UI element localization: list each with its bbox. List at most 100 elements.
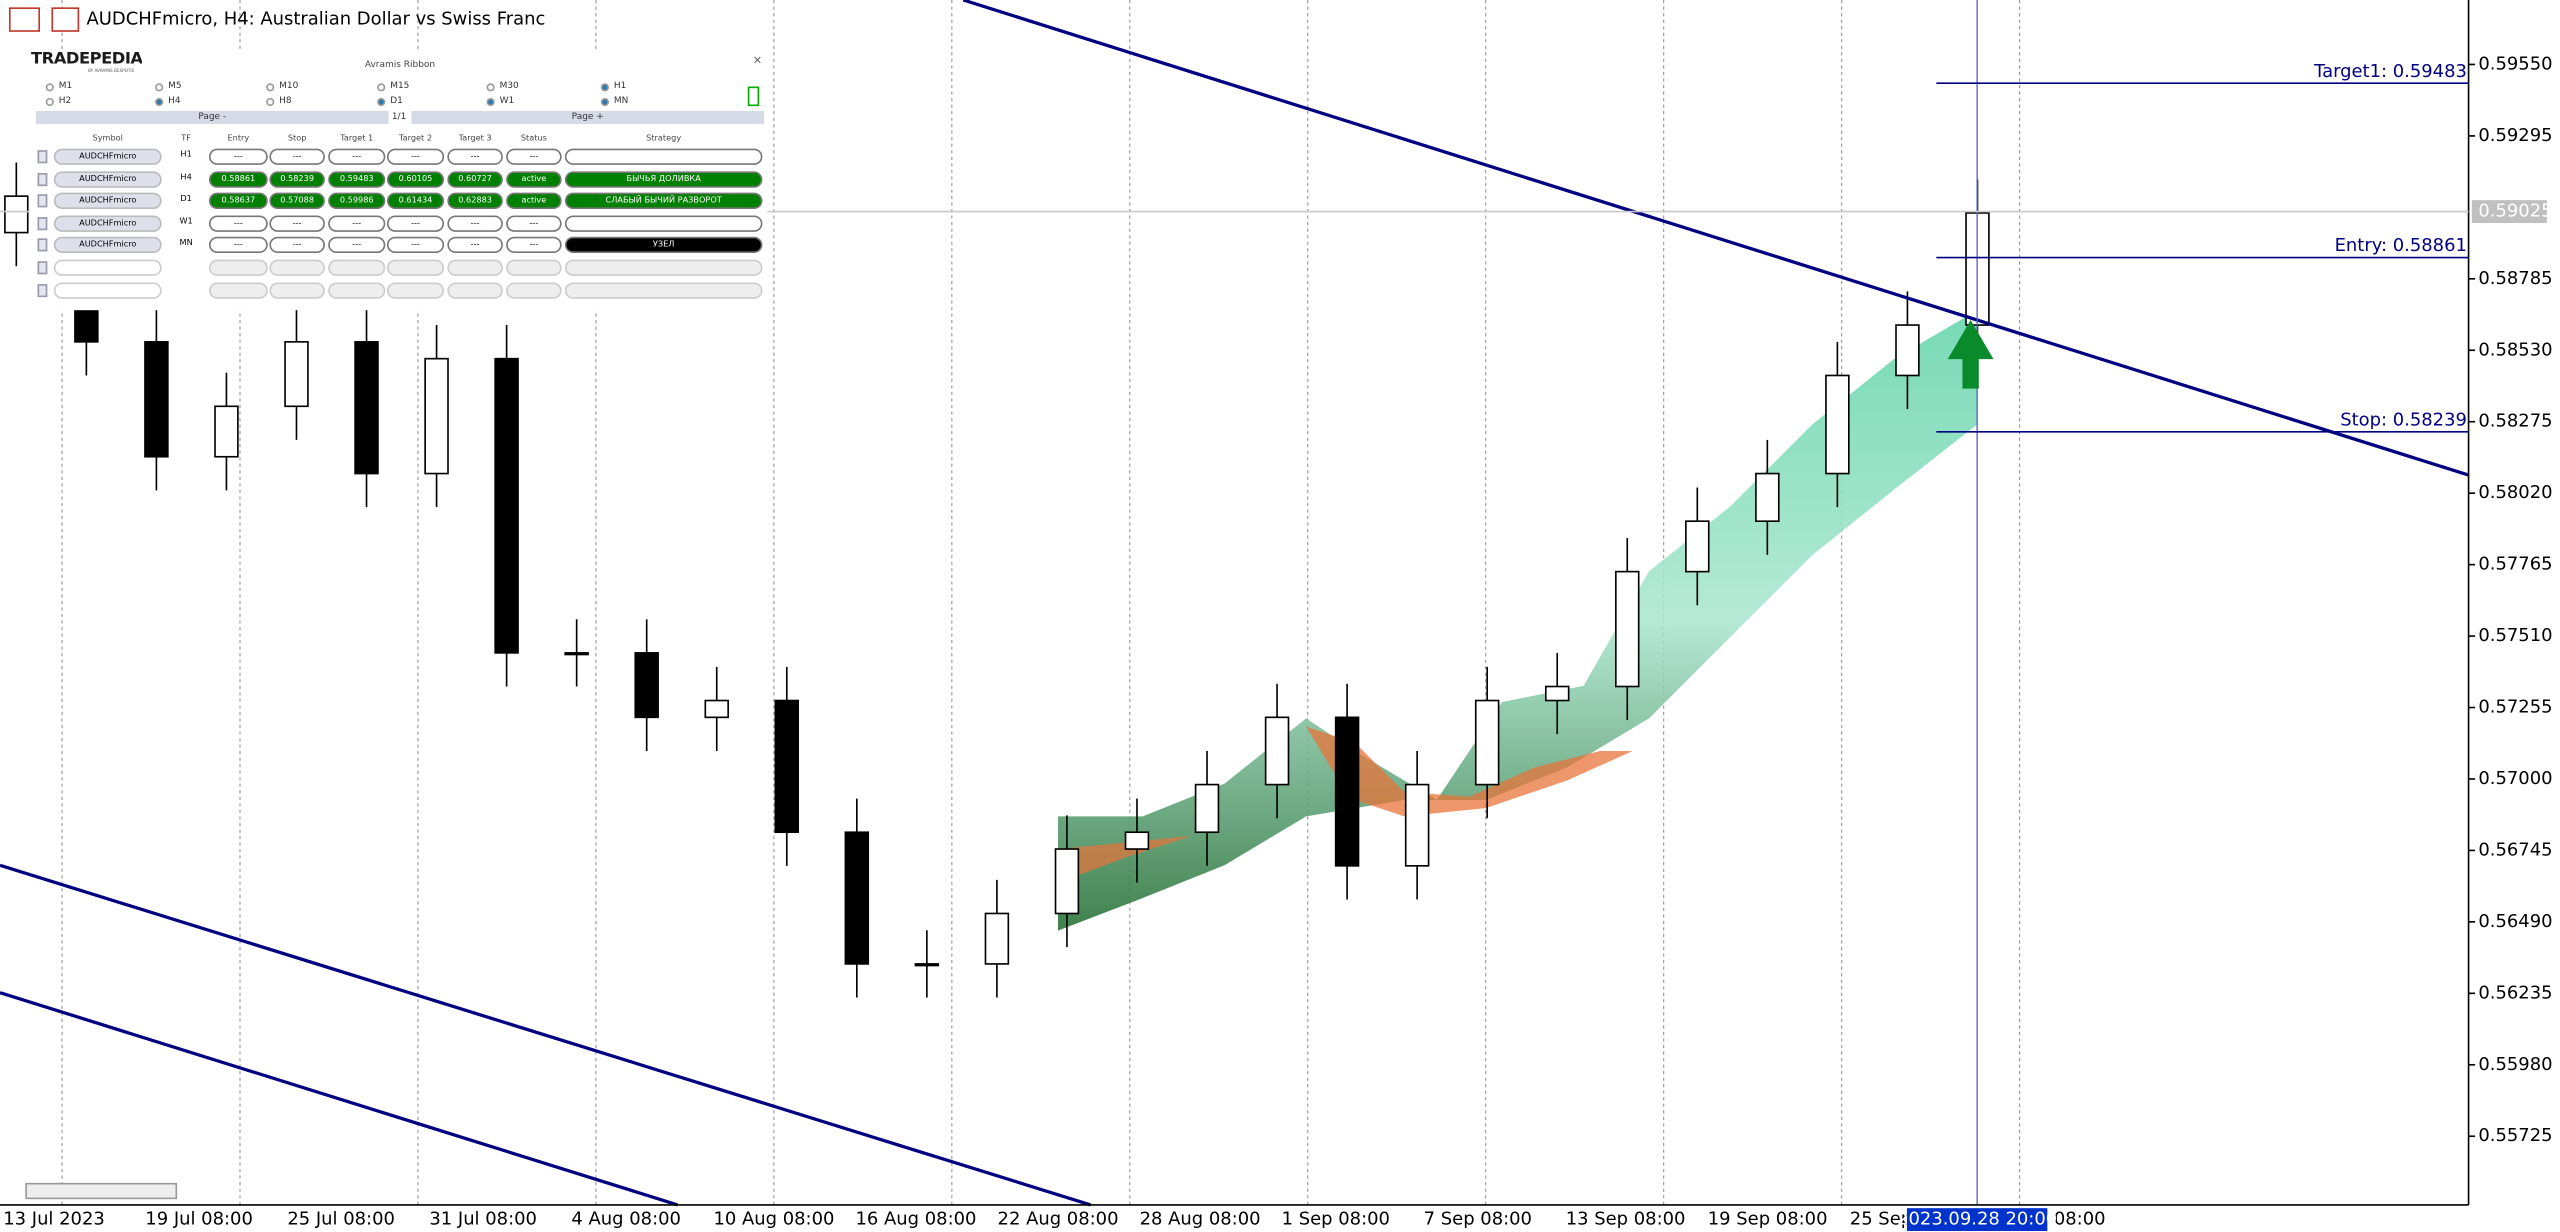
page-next[interactable]: Page +	[411, 111, 765, 125]
candle-body	[704, 699, 729, 719]
timeframe-label: M5	[168, 81, 182, 92]
column-header: Symbol	[92, 133, 123, 144]
y-tick-label: 0.57000	[2478, 768, 2552, 789]
radio-button[interactable]	[266, 97, 275, 107]
table-cell: 0.60727	[447, 170, 503, 188]
candle-body	[1054, 848, 1080, 915]
level-label: Stop: 0.58239	[2340, 409, 2467, 430]
ribbon-panel: TRADEPEDIA BY AVRAMIS DESPOTIS Avramis Rib…	[29, 48, 768, 311]
candle-body	[214, 405, 239, 458]
app-icon	[8, 7, 40, 32]
candle-body	[1615, 570, 1640, 688]
timeframe-label: M30	[499, 81, 519, 92]
window-title: AUDCHFmicro, H4: Australian Dollar vs Sw…	[87, 9, 546, 30]
table-cell: ---	[506, 215, 562, 232]
y-tick-label: 0.59295	[2478, 125, 2552, 146]
empty-cell	[386, 281, 445, 299]
candle-body	[4, 195, 29, 234]
trend-line	[962, 0, 2470, 477]
trend-line	[0, 991, 679, 1207]
zoom-buttons[interactable]	[25, 1182, 178, 1200]
empty-cell	[269, 281, 325, 299]
y-tick-label: 0.58785	[2478, 268, 2552, 289]
y-tick-label: 0.56490	[2478, 911, 2552, 932]
radio-button[interactable]	[45, 97, 54, 107]
table-cell: ---	[506, 237, 562, 254]
radio-button[interactable]	[155, 97, 164, 107]
x-tick-label: 16 Aug 08:00	[856, 1209, 977, 1230]
table-cell: H1	[180, 150, 192, 160]
timeframe-label: H4	[168, 96, 181, 107]
strategy-cell	[564, 148, 763, 165]
empty-cell	[386, 259, 445, 276]
candle-body	[424, 357, 449, 475]
table-cell: ---	[328, 237, 386, 254]
strategy-cell: УЗЕЛ	[564, 237, 763, 254]
table-cell: AUDCHFmicro	[53, 170, 162, 188]
table-cell: active	[506, 192, 562, 210]
table-cell: W1	[179, 216, 193, 227]
candle-body	[1755, 472, 1780, 523]
strategy-cell	[564, 215, 763, 232]
candle-body	[984, 912, 1010, 965]
timeframe-label: H1	[613, 81, 627, 92]
candle-body	[1474, 699, 1500, 786]
current-price-box	[2471, 200, 2547, 223]
level-label: Target1: 0.59483	[2313, 61, 2467, 82]
page-number: 1/1	[391, 112, 407, 123]
candle-body	[354, 341, 379, 475]
y-tick-label: 0.57765	[2478, 554, 2552, 575]
ribbon-orange	[1057, 835, 1192, 882]
row-marker	[37, 194, 48, 208]
empty-cell	[506, 281, 562, 299]
radio-button[interactable]	[486, 97, 495, 107]
x-tick-label: 4 Aug 08:00	[571, 1209, 681, 1230]
logo: TRADEPEDIA	[31, 50, 143, 69]
table-cell: 0.58637	[208, 192, 268, 210]
radio-button[interactable]	[155, 83, 164, 92]
crosshair-time-box	[1906, 1208, 2048, 1232]
candle-body	[1124, 831, 1150, 850]
table-cell: ---	[269, 237, 325, 254]
close-button[interactable]: ×	[752, 53, 763, 67]
y-tick-label: 0.56235	[2478, 982, 2552, 1003]
table-cell: ---	[386, 215, 445, 232]
table-cell: MN	[179, 239, 193, 249]
radio-button[interactable]	[377, 97, 386, 107]
empty-cell	[564, 281, 763, 299]
x-tick-label: 19 Jul 08:00	[145, 1209, 253, 1230]
radio-button[interactable]	[600, 83, 609, 92]
table-cell: 0.57088	[269, 192, 325, 210]
empty-cell	[328, 259, 386, 276]
radio-button[interactable]	[600, 97, 609, 107]
timeframe-label: M1	[58, 81, 73, 92]
table-cell: AUDCHFmicro	[53, 215, 162, 232]
table-cell: 0.61434	[386, 192, 445, 210]
candle-body	[144, 341, 169, 458]
row-marker	[37, 239, 48, 253]
radio-button[interactable]	[486, 83, 495, 92]
radio-button[interactable]	[266, 83, 275, 92]
radio-button[interactable]	[377, 83, 386, 92]
timeframe-label: MN	[613, 96, 629, 107]
current-price-label: 0.59025	[2478, 201, 2552, 222]
page-prev[interactable]: Page -	[35, 111, 389, 125]
timeframe-label: M10	[279, 81, 299, 92]
radio-button[interactable]	[45, 83, 54, 92]
buy-arrow	[1947, 319, 1994, 389]
candle-body	[914, 963, 940, 967]
timeframe-label: H2	[58, 96, 72, 107]
column-header: Target 1	[340, 133, 374, 144]
candle-body	[774, 699, 800, 834]
x-tick-label: 1 Sep 08:00	[1282, 1209, 1390, 1230]
empty-cell	[53, 281, 162, 299]
row-marker	[37, 261, 48, 275]
app-icon	[51, 7, 80, 32]
row-marker	[37, 150, 48, 164]
empty-cell	[564, 259, 763, 276]
x-tick-label: 7 Sep 08:00	[1424, 1209, 1532, 1230]
y-tick-label: 0.56745	[2478, 839, 2552, 860]
column-header: Status	[520, 133, 547, 144]
ribbon-orange	[1306, 726, 1633, 817]
